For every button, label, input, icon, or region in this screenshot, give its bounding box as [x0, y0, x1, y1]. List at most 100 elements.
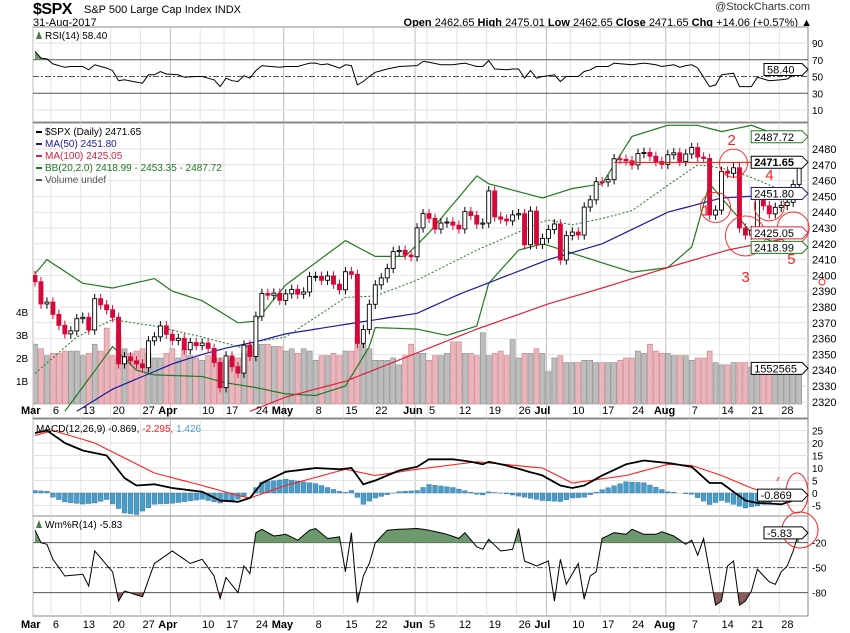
candle-body	[426, 213, 432, 219]
candle-body	[313, 275, 319, 278]
date-axis-label: 21	[751, 619, 763, 631]
date-axis-label: 5	[429, 619, 435, 631]
candle	[337, 279, 342, 295]
volume-bar	[605, 362, 611, 405]
volume-bar	[97, 350, 104, 405]
volume-bar	[611, 362, 617, 405]
candle	[104, 300, 110, 315]
candle	[360, 324, 366, 349]
candle-body	[199, 342, 205, 347]
candle	[414, 223, 420, 262]
date-axis-label: 24	[256, 619, 268, 631]
candle-body	[444, 221, 450, 224]
histogram-bar	[689, 492, 695, 495]
histogram-bar	[617, 483, 623, 494]
candle-body	[707, 157, 713, 216]
volume-bar	[635, 350, 641, 405]
volume-bar	[539, 353, 546, 405]
candle-body	[474, 215, 480, 225]
rsi-tag: 58.40	[763, 62, 809, 76]
candle-body	[301, 291, 307, 295]
histogram-bar	[307, 482, 313, 494]
macd-axis-label: -5	[812, 502, 821, 513]
ma100-legend-swatch-icon	[36, 155, 42, 157]
candle-body	[217, 361, 223, 389]
candle	[557, 219, 563, 265]
value-tag-box	[750, 187, 809, 201]
macd-name: MACD(12,26,9)	[36, 424, 108, 435]
histogram-bar	[593, 491, 599, 494]
candle	[116, 312, 122, 369]
volume-bar	[509, 339, 516, 405]
candle-body	[193, 342, 199, 347]
histogram-bar	[121, 492, 128, 514]
candle-body	[384, 268, 390, 279]
date-axis-label: 17	[226, 619, 238, 631]
volume-bar	[378, 359, 385, 405]
volume-bars	[33, 327, 802, 405]
date-axis-label: Jun	[403, 619, 423, 631]
candle-body	[611, 158, 617, 181]
candle	[187, 337, 193, 355]
candle-body	[528, 210, 533, 246]
histogram-bar	[98, 492, 104, 502]
histogram-bar	[187, 492, 193, 502]
volume-legend-swatch-icon	[36, 179, 42, 181]
value-tag-text: 2471.65	[754, 157, 794, 169]
date-axis-label: 8	[316, 619, 322, 631]
low-label: Low	[547, 17, 570, 29]
ma100-line	[249, 235, 800, 412]
price-axis-label: 2390	[812, 286, 836, 298]
volume-bar	[557, 355, 564, 405]
volume-bar	[629, 357, 635, 405]
candle-body	[605, 179, 611, 183]
macd-axis-label: 20	[812, 439, 824, 450]
volume-bar	[670, 355, 677, 405]
wr-axis-label: -50	[812, 564, 827, 575]
candle	[742, 223, 748, 240]
candle-body	[414, 227, 420, 258]
histogram-bar	[157, 492, 163, 505]
candle-body	[689, 147, 695, 155]
histogram-bar	[444, 486, 450, 494]
volume-bar	[462, 353, 468, 405]
volume-bar	[479, 332, 486, 405]
candle	[593, 177, 599, 205]
price-axis-label: 2460	[812, 176, 836, 188]
annotation-label: 1	[702, 202, 710, 219]
candle	[205, 338, 211, 354]
date-axis-label: 10	[572, 619, 584, 631]
candle	[217, 357, 223, 393]
candle	[80, 312, 86, 324]
candle-body	[665, 154, 671, 165]
candle	[534, 206, 539, 250]
histogram-bar	[366, 492, 372, 502]
candle-body	[134, 360, 139, 365]
histogram-bar	[480, 492, 486, 496]
candle-body	[390, 251, 396, 269]
candle	[504, 214, 510, 226]
candle-body	[205, 342, 211, 349]
volume-bar	[545, 371, 552, 405]
candle-body	[593, 181, 599, 201]
histogram-bar	[175, 492, 181, 503]
candle-body	[122, 356, 128, 365]
bb-legend: BB(20,2.0) 2418.99 - 2453.35 - 2487.72	[45, 163, 222, 174]
volume-bar	[456, 341, 462, 405]
candle	[157, 321, 163, 342]
date-axis-label: May	[272, 619, 294, 631]
bb-upper-tag: 2487.72	[750, 130, 809, 144]
candle	[456, 220, 462, 234]
candle-body	[92, 298, 98, 331]
macd-axis-label: 15	[812, 452, 824, 463]
candle-body	[569, 231, 575, 237]
candle-body	[259, 292, 265, 317]
candle-body	[778, 205, 784, 208]
candle-body	[772, 206, 778, 215]
candle	[426, 208, 432, 224]
bb-lower-tag: 2418.99	[750, 240, 809, 254]
histogram-bar	[456, 488, 462, 494]
candle-body	[307, 276, 313, 293]
histogram-bar	[354, 492, 360, 498]
date-axis-label: 7	[692, 619, 698, 631]
